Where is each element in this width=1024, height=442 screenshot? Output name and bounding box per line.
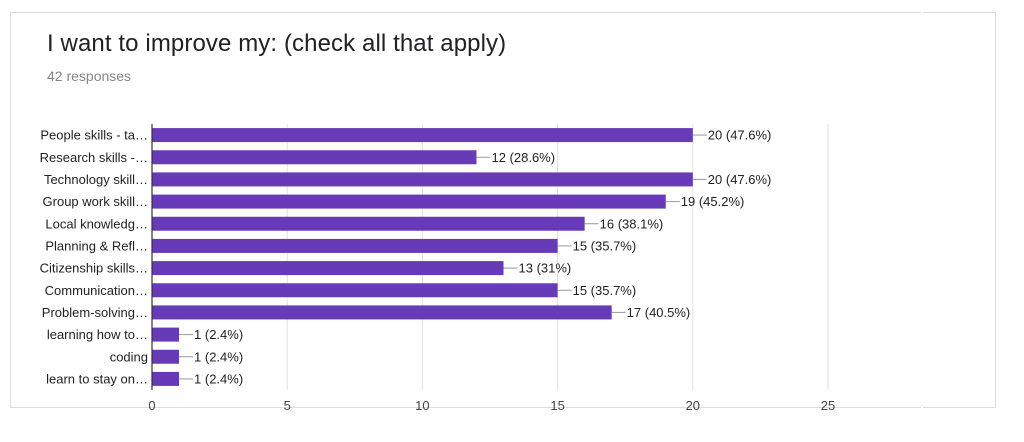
- bar: [152, 150, 477, 165]
- card-border-gap: [921, 0, 923, 411]
- bar: [152, 261, 504, 276]
- category-label: learning how to…: [47, 327, 148, 342]
- category-label: Local knowledg…: [45, 216, 148, 231]
- data-label: 1 (2.4%): [194, 349, 243, 364]
- data-label: 16 (38.1%): [600, 216, 664, 231]
- bar: [152, 216, 585, 231]
- bar: [152, 194, 666, 209]
- category-label: Group work skill…: [43, 194, 148, 209]
- bar: [152, 327, 180, 342]
- data-label: 15 (35.7%): [573, 238, 637, 253]
- data-label: 20 (47.6%): [708, 128, 772, 143]
- response-count: 42 responses: [47, 68, 132, 84]
- bar: [152, 238, 558, 253]
- x-tick-label: 25: [821, 398, 835, 413]
- category-label: Planning & Refl…: [45, 238, 148, 253]
- data-label: 1 (2.4%): [194, 327, 243, 342]
- bar: [152, 305, 612, 320]
- category-label: Citizenship skills…: [40, 261, 148, 276]
- bar: [152, 371, 180, 386]
- chart-card: [10, 12, 996, 408]
- question-title: I want to improve my: (check all that ap…: [47, 30, 507, 57]
- x-tick-label: 20: [686, 398, 700, 413]
- bar: [152, 349, 180, 364]
- bar: [152, 283, 558, 298]
- data-label: 20 (47.6%): [708, 172, 772, 187]
- data-label: 12 (28.6%): [491, 150, 555, 165]
- category-label: Research skills -…: [40, 150, 148, 165]
- data-label: 19 (45.2%): [681, 194, 745, 209]
- bar: [152, 128, 693, 143]
- category-label: Problem-solving…: [42, 305, 148, 320]
- x-tick-label: 5: [284, 398, 291, 413]
- category-label: coding: [110, 349, 148, 364]
- data-label: 15 (35.7%): [573, 283, 637, 298]
- data-label: 17 (40.5%): [627, 305, 691, 320]
- category-label: Communication…: [45, 283, 148, 298]
- x-tick-label: 15: [550, 398, 564, 413]
- bar: [152, 172, 693, 187]
- data-label: 13 (31%): [519, 261, 572, 276]
- category-label: Technology skill…: [44, 172, 148, 187]
- category-label: People skills - ta…: [40, 128, 148, 143]
- x-tick-label: 10: [415, 398, 429, 413]
- x-tick-label: 0: [148, 398, 155, 413]
- data-label: 1 (2.4%): [194, 371, 243, 386]
- category-label: learn to stay on…: [46, 371, 148, 386]
